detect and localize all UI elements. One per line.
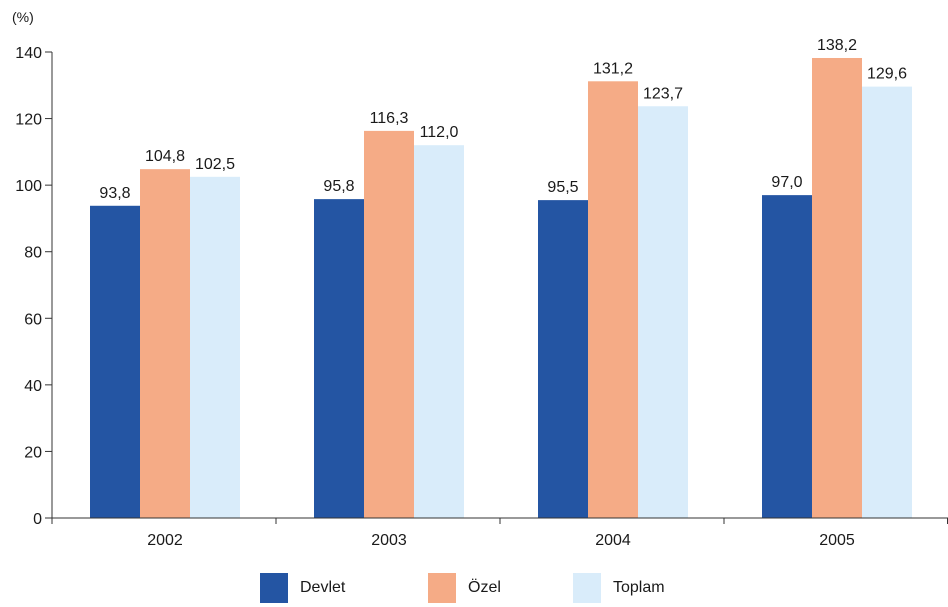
y-tick-label-80: 80 [24, 245, 42, 262]
bar-toplam-2002 [190, 176, 240, 519]
data-label-toplam-2003: 112,0 [420, 124, 459, 141]
legend-item-ozel: Özel [428, 573, 501, 603]
x-tick-label-2004: 2004 [595, 532, 631, 549]
data-label-zel-2003: 116,3 [370, 110, 409, 127]
data-label-devlet-2003: 95,8 [323, 178, 354, 195]
bar-zel-2004 [588, 81, 638, 518]
x-tick-label-2005: 2005 [819, 532, 855, 549]
data-label-devlet-2004: 95,5 [547, 179, 578, 196]
bar-chart: (%) 93,8 104,8 102,5 95,8 116,3 112,0 95,5 131,… [12, 9, 948, 549]
bar-toplam-2003 [414, 145, 464, 518]
bar-devlet-2004 [538, 200, 588, 518]
data-label-toplam-2005: 129,6 [867, 66, 907, 83]
legend-item-devlet: Devlet [260, 573, 345, 603]
legend-swatch-ozel [428, 573, 456, 603]
data-label-zel-2004: 131,2 [593, 60, 633, 77]
legend-label-toplam: Toplam [613, 579, 665, 596]
bar-toplam-2004 [638, 106, 688, 519]
bar-zel-2003 [364, 130, 414, 518]
y-tick-label-120: 120 [15, 112, 42, 129]
x-tick-label-2003: 2003 [371, 532, 407, 549]
legend-item-toplam: Toplam [573, 573, 665, 603]
legend-swatch-toplam [573, 573, 601, 603]
data-label-zel-2002: 104,8 [145, 148, 185, 165]
y-tick-label-0: 0 [33, 511, 42, 528]
y-tick-label-60: 60 [24, 311, 42, 328]
legend-label-ozel: Özel [468, 579, 501, 596]
legend-swatch-devlet [260, 573, 288, 603]
x-tick-label-2002: 2002 [147, 532, 183, 549]
bars-group [90, 57, 912, 519]
bar-zel-2005 [812, 57, 862, 519]
value-labels-group: 93,8 104,8 102,5 95,8 116,3 112,0 95,5 131,2 123… [99, 37, 907, 202]
bar-devlet-2003 [314, 199, 364, 518]
bar-toplam-2005 [862, 86, 912, 519]
y-axis-unit-label: (%) [12, 9, 34, 25]
y-tick-label-40: 40 [24, 378, 42, 395]
data-label-devlet-2002: 93,8 [99, 185, 130, 202]
legend: Devlet Özel Toplam [0, 573, 948, 607]
y-tick-label-20: 20 [24, 444, 42, 461]
bar-zel-2002 [140, 169, 190, 518]
legend-label-devlet: Devlet [300, 579, 346, 596]
x-axis: 2002 2003 2004 2005 [51, 517, 948, 549]
data-label-zel-2005: 138,2 [817, 37, 857, 54]
data-label-toplam-2004: 123,7 [643, 85, 683, 102]
y-tick-label-140: 140 [15, 45, 42, 62]
bar-devlet-2002 [90, 205, 140, 518]
data-label-devlet-2005: 97,0 [771, 174, 802, 191]
y-tick-label-100: 100 [15, 178, 42, 195]
y-axis: 0 20 40 60 80 100 120 140 [15, 45, 53, 528]
data-label-toplam-2002: 102,5 [195, 156, 235, 173]
bar-devlet-2005 [762, 195, 812, 518]
